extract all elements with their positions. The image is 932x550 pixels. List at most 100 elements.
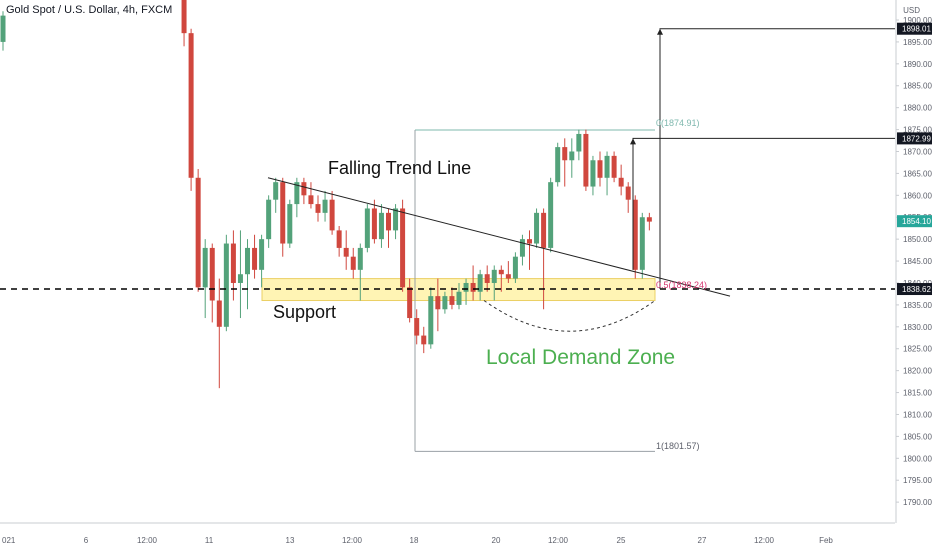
candle [555, 142, 561, 187]
y-tick-label: 1825.00 [903, 345, 932, 354]
candle [590, 155, 596, 196]
candle [237, 230, 243, 319]
candle [181, 0, 187, 47]
candle-body-bear [195, 177, 201, 288]
y-tick-label: 1865.00 [903, 169, 932, 178]
candle [484, 265, 490, 292]
candle-body-bull [287, 204, 293, 244]
candle-body-bull [463, 282, 469, 292]
y-tick-label: 1870.00 [903, 147, 932, 156]
y-tick-label: 1795.00 [903, 476, 932, 485]
candle-body-bear [421, 335, 427, 345]
price-tag-label: 1872.99 [902, 134, 931, 143]
candle [646, 212, 652, 231]
y-tick-label: 1830.00 [903, 323, 932, 332]
trend-line [267, 177, 731, 297]
candle [350, 247, 356, 279]
candle [400, 199, 406, 292]
candle-body-bull [590, 160, 596, 187]
candle-body-bear [618, 177, 624, 187]
candle [188, 28, 194, 191]
price-tag-label: 1854.10 [902, 217, 931, 226]
target-1-arrow [657, 28, 663, 35]
candle-body-bear [597, 160, 603, 178]
candle-body-bull [576, 133, 582, 152]
candle [315, 195, 321, 222]
candle [386, 208, 391, 248]
candle [329, 190, 335, 235]
x-tick-label: 25 [617, 536, 626, 545]
candle-body-bear [252, 247, 258, 270]
x-tick-label: 11 [205, 536, 214, 545]
fib-mid-label: 0.5(1838.24) [656, 280, 707, 290]
candle-body-bear [498, 269, 504, 275]
candle [625, 182, 631, 213]
candle-body-bull [555, 147, 561, 183]
x-tick-label: 18 [410, 536, 419, 545]
target-2-arrow [630, 138, 636, 145]
demand-zone-label: Local Demand Zone [486, 346, 675, 369]
price-tag [897, 215, 932, 228]
candle [618, 164, 624, 196]
candle-body-bull [259, 239, 265, 270]
candle [280, 177, 286, 257]
y-tick-label: 1860.00 [903, 191, 932, 200]
candle-body-bear [371, 208, 377, 240]
candle [604, 151, 610, 196]
candle [639, 212, 645, 279]
x-tick-label: 12:00 [754, 536, 775, 545]
candle-body-bear [315, 204, 321, 213]
candle-body-bull [534, 212, 540, 244]
candle-body-bull [604, 155, 610, 178]
candle-body-bear [181, 0, 187, 34]
candle [541, 208, 547, 310]
x-tick-label: 12:00 [548, 536, 569, 545]
price-tag [897, 132, 932, 145]
candle-body-bear [301, 182, 307, 196]
x-tick-label: 27 [698, 536, 707, 545]
candle-body-bull [393, 208, 399, 231]
candle [548, 177, 554, 253]
candle [245, 239, 250, 310]
candle-body-bear [209, 247, 215, 301]
candle-body-bear [329, 199, 335, 231]
candle [209, 243, 215, 323]
candle-body-bear [188, 33, 194, 178]
candle-body-bull [428, 296, 434, 345]
candle [301, 177, 307, 205]
candle-body-bull [202, 247, 208, 288]
candle-body-bull [273, 182, 279, 200]
plot-area [0, 0, 895, 523]
y-tick-label: 1880.00 [903, 104, 932, 113]
x-tick-label: 12:00 [342, 536, 363, 545]
candle [470, 265, 476, 301]
candle [195, 169, 201, 292]
candle-body-bull [639, 217, 645, 270]
y-tick-label: 1900.00 [903, 16, 932, 25]
candle-body-bear [407, 287, 413, 319]
candle [0, 11, 6, 51]
candle-body-bull [519, 239, 525, 257]
candle-body-bear [336, 230, 342, 248]
candle [505, 261, 511, 283]
candle-body-bear [400, 208, 406, 288]
candle [597, 151, 603, 187]
candle [259, 234, 265, 288]
candle [632, 195, 638, 279]
candle [477, 269, 483, 301]
candle-body-bear [216, 300, 222, 327]
candle-body-bull [237, 274, 243, 283]
candle [322, 190, 328, 222]
price-tag-label: 1838.62 [902, 285, 931, 294]
candle [562, 138, 568, 187]
y-tick-label: 1890.00 [903, 60, 932, 69]
price-tag [897, 22, 932, 35]
candle [414, 309, 420, 345]
candle [393, 204, 399, 240]
candle [287, 199, 293, 248]
candle [456, 282, 462, 310]
x-tick-label: 13 [286, 536, 295, 545]
price-tag [897, 283, 932, 296]
candle [378, 204, 384, 248]
